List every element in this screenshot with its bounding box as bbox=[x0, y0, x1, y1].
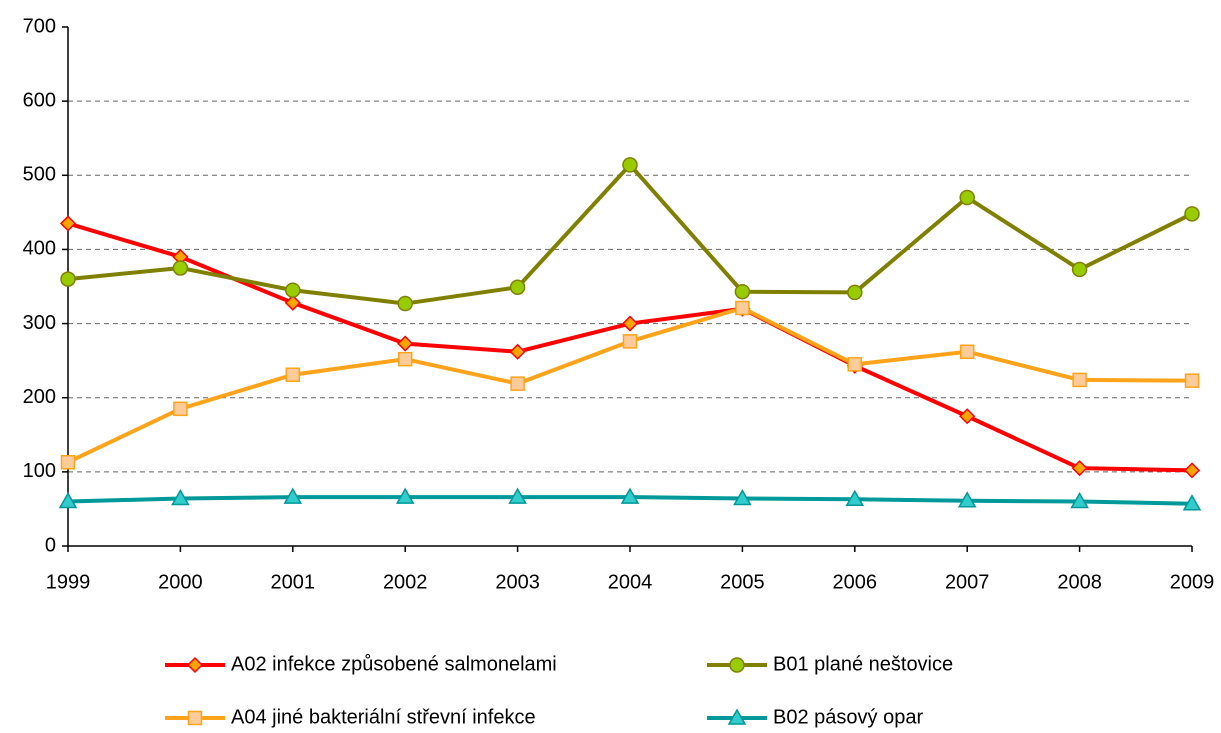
legend-marker bbox=[729, 657, 745, 673]
data-point bbox=[283, 487, 303, 504]
data-point bbox=[1072, 372, 1087, 388]
x-tick-label: 1999 bbox=[46, 571, 91, 593]
y-tick-label: 200 bbox=[23, 386, 56, 408]
data-point bbox=[510, 376, 525, 391]
x-tick-label: 2002 bbox=[383, 571, 428, 593]
x-tick-label: 2009 bbox=[1170, 571, 1215, 593]
data-point bbox=[509, 279, 526, 295]
data-point bbox=[508, 487, 527, 504]
y-tick-label: 600 bbox=[23, 89, 56, 111]
data-point bbox=[735, 300, 750, 316]
data-point bbox=[847, 357, 863, 372]
data-point bbox=[622, 334, 638, 349]
data-point bbox=[1182, 494, 1202, 511]
data-point bbox=[509, 343, 526, 360]
y-tick-label: 0 bbox=[45, 534, 56, 556]
x-tick-label: 2000 bbox=[158, 571, 203, 593]
legend-label: B02 pásový opar bbox=[773, 706, 923, 728]
data-point bbox=[1184, 373, 1200, 388]
y-tick-label: 100 bbox=[23, 460, 56, 482]
data-point bbox=[733, 489, 752, 506]
data-point bbox=[734, 283, 751, 300]
x-tick-label: 2006 bbox=[833, 571, 878, 593]
data-point bbox=[622, 157, 638, 173]
data-point bbox=[60, 454, 76, 470]
data-point bbox=[397, 351, 413, 367]
data-point bbox=[1071, 261, 1088, 278]
data-point bbox=[397, 335, 414, 352]
x-tick-label: 2005 bbox=[720, 571, 765, 593]
data-point bbox=[959, 344, 975, 359]
data-point bbox=[1184, 206, 1200, 222]
data-point bbox=[397, 295, 413, 312]
x-tick-label: 2007 bbox=[945, 571, 990, 593]
data-point bbox=[172, 260, 189, 276]
legend-label: A02 infekce způsobené salmonelami bbox=[231, 653, 557, 675]
data-point bbox=[959, 189, 975, 206]
legend-label: B01 plané neštovice bbox=[773, 653, 953, 675]
data-point bbox=[395, 487, 415, 504]
legend-marker bbox=[187, 710, 203, 726]
x-tick-label: 2008 bbox=[1057, 571, 1102, 593]
data-point bbox=[1183, 462, 1201, 479]
data-point bbox=[621, 315, 639, 332]
data-point bbox=[285, 282, 301, 298]
x-tick-label: 2003 bbox=[495, 571, 540, 593]
y-tick-label: 500 bbox=[23, 164, 56, 186]
data-point bbox=[285, 367, 301, 382]
y-tick-label: 700 bbox=[23, 15, 56, 37]
data-point bbox=[957, 491, 977, 508]
data-point bbox=[1070, 492, 1089, 509]
y-tick-label: 400 bbox=[23, 238, 56, 260]
y-tick-label: 300 bbox=[23, 312, 56, 334]
x-tick-label: 2001 bbox=[271, 571, 316, 593]
data-point bbox=[845, 489, 865, 507]
data-point bbox=[60, 271, 76, 287]
data-point bbox=[58, 492, 78, 509]
legend-marker bbox=[186, 656, 204, 674]
data-point bbox=[1071, 460, 1088, 477]
legend-marker bbox=[727, 708, 747, 725]
legend-label: A04 jiné bakteriální střevní infekce bbox=[231, 706, 536, 728]
data-point bbox=[620, 487, 640, 504]
x-tick-label: 2004 bbox=[608, 571, 653, 593]
data-point bbox=[284, 294, 301, 311]
data-point bbox=[171, 489, 190, 506]
data-point bbox=[959, 408, 976, 425]
data-point bbox=[173, 401, 188, 417]
data-point bbox=[59, 215, 77, 232]
series-line bbox=[67, 162, 1193, 306]
data-point bbox=[847, 284, 863, 301]
